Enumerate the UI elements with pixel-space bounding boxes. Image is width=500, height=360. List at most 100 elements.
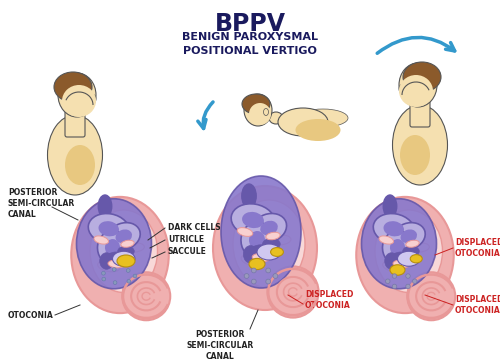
Ellipse shape: [379, 236, 394, 244]
Circle shape: [268, 266, 318, 318]
Text: DISPLACED
OTOCONIA: DISPLACED OTOCONIA: [455, 238, 500, 258]
Ellipse shape: [90, 210, 158, 292]
Ellipse shape: [384, 195, 397, 217]
Ellipse shape: [231, 204, 275, 236]
Circle shape: [412, 279, 417, 284]
Ellipse shape: [98, 195, 112, 217]
Ellipse shape: [410, 243, 430, 252]
Ellipse shape: [252, 253, 270, 262]
Ellipse shape: [242, 184, 256, 208]
Ellipse shape: [390, 239, 405, 256]
Ellipse shape: [92, 229, 118, 244]
Ellipse shape: [384, 221, 404, 237]
Ellipse shape: [100, 253, 113, 269]
Text: BPPV: BPPV: [214, 12, 286, 36]
Ellipse shape: [296, 119, 341, 141]
Text: DISPLACED
OTOCONIA: DISPLACED OTOCONIA: [305, 290, 354, 310]
Circle shape: [273, 274, 278, 278]
Ellipse shape: [65, 145, 95, 185]
Circle shape: [122, 272, 170, 320]
Ellipse shape: [382, 261, 405, 272]
Text: DISPLACED
OTOCONIA: DISPLACED OTOCONIA: [455, 295, 500, 315]
Ellipse shape: [126, 243, 144, 252]
Ellipse shape: [399, 75, 433, 107]
Ellipse shape: [400, 135, 430, 175]
Ellipse shape: [257, 244, 281, 260]
Circle shape: [126, 269, 130, 273]
Ellipse shape: [269, 112, 283, 124]
Ellipse shape: [108, 222, 140, 250]
Ellipse shape: [260, 221, 278, 235]
Ellipse shape: [98, 231, 128, 264]
Circle shape: [406, 284, 410, 289]
Circle shape: [102, 271, 105, 275]
Ellipse shape: [54, 72, 92, 102]
Ellipse shape: [406, 240, 419, 247]
Ellipse shape: [374, 213, 414, 244]
Ellipse shape: [392, 105, 448, 185]
Text: UTRICLE: UTRICLE: [168, 235, 204, 244]
Ellipse shape: [244, 94, 272, 126]
Ellipse shape: [403, 246, 419, 256]
Ellipse shape: [378, 229, 402, 244]
Text: OTOCONIA: OTOCONIA: [8, 310, 54, 320]
Ellipse shape: [410, 255, 422, 263]
Circle shape: [406, 274, 410, 278]
Circle shape: [127, 279, 131, 283]
Ellipse shape: [403, 62, 441, 92]
Ellipse shape: [117, 255, 135, 267]
Ellipse shape: [356, 197, 454, 313]
Ellipse shape: [390, 265, 405, 275]
Ellipse shape: [278, 108, 328, 136]
Ellipse shape: [221, 176, 301, 288]
Ellipse shape: [242, 94, 270, 114]
Ellipse shape: [262, 238, 280, 249]
Ellipse shape: [233, 200, 305, 288]
Circle shape: [266, 279, 270, 284]
Circle shape: [266, 268, 270, 273]
Circle shape: [407, 272, 455, 320]
Ellipse shape: [252, 213, 286, 243]
Circle shape: [102, 277, 106, 281]
Ellipse shape: [249, 258, 265, 270]
Ellipse shape: [88, 213, 129, 244]
Text: BENIGN PAROXYSMAL
POSITIONAL VERTIGO: BENIGN PAROXYSMAL POSITIONAL VERTIGO: [182, 32, 318, 56]
Ellipse shape: [118, 246, 134, 256]
Ellipse shape: [94, 236, 108, 244]
Ellipse shape: [72, 197, 169, 313]
Ellipse shape: [236, 220, 262, 236]
Ellipse shape: [392, 222, 425, 250]
Ellipse shape: [237, 228, 253, 237]
Ellipse shape: [250, 245, 272, 259]
Ellipse shape: [400, 229, 417, 243]
Text: DARK CELLS: DARK CELLS: [168, 224, 220, 233]
Ellipse shape: [398, 251, 420, 266]
Circle shape: [386, 279, 390, 284]
Ellipse shape: [76, 199, 152, 289]
Ellipse shape: [393, 260, 409, 268]
Circle shape: [392, 274, 397, 278]
Circle shape: [113, 281, 117, 284]
Ellipse shape: [375, 210, 442, 292]
Ellipse shape: [241, 222, 273, 258]
Ellipse shape: [116, 229, 132, 243]
Ellipse shape: [244, 246, 258, 263]
Ellipse shape: [213, 186, 317, 310]
Ellipse shape: [399, 63, 437, 107]
Text: POSTERIOR
SEMI-CIRCULAR
CANAL: POSTERIOR SEMI-CIRCULAR CANAL: [8, 188, 75, 219]
Ellipse shape: [266, 232, 280, 240]
Ellipse shape: [385, 253, 398, 269]
Ellipse shape: [249, 231, 265, 249]
Ellipse shape: [48, 115, 102, 195]
Ellipse shape: [264, 108, 268, 116]
FancyBboxPatch shape: [410, 101, 430, 127]
Ellipse shape: [105, 239, 120, 256]
Circle shape: [392, 284, 397, 289]
Ellipse shape: [90, 94, 96, 104]
Ellipse shape: [270, 248, 283, 256]
Ellipse shape: [98, 261, 120, 272]
Ellipse shape: [62, 85, 96, 117]
Ellipse shape: [121, 240, 134, 247]
Ellipse shape: [98, 221, 119, 237]
Circle shape: [133, 274, 137, 278]
